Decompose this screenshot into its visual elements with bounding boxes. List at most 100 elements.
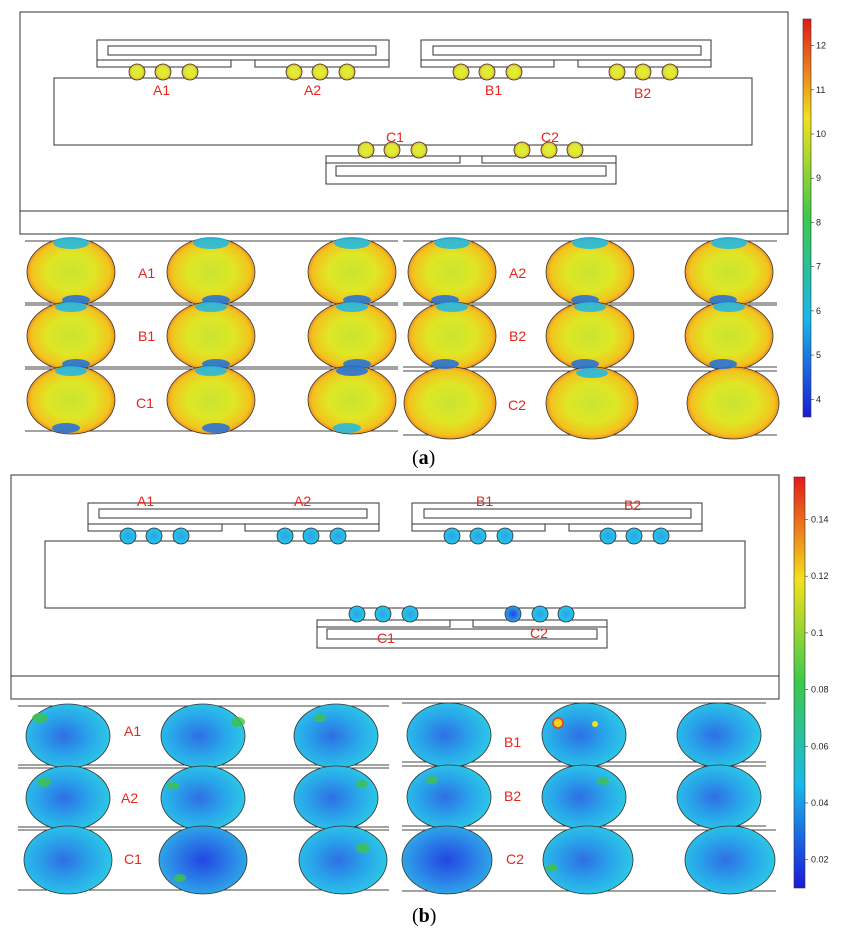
label-a2: A2 xyxy=(304,82,321,98)
joint-section xyxy=(23,825,113,895)
label-b2: B2 xyxy=(634,85,651,101)
bump xyxy=(145,527,163,545)
zoom-row-b-b1: B1 xyxy=(402,702,766,768)
bump xyxy=(172,527,190,545)
bump xyxy=(505,63,523,81)
zoom-rows-b: A1 A2 C1 xyxy=(18,702,776,895)
bump xyxy=(661,63,679,81)
zoom-row-b-c2: C2 xyxy=(401,825,776,895)
bump xyxy=(348,605,366,623)
joint-section xyxy=(542,825,634,895)
zoom-label-a2: A2 xyxy=(509,265,526,281)
joint-section xyxy=(403,366,497,440)
interposer xyxy=(53,77,753,146)
zoom-row-c1: C1 xyxy=(25,365,398,435)
joint-section xyxy=(541,764,627,830)
zoom-label-a1: A1 xyxy=(138,265,155,281)
joint-section xyxy=(541,702,627,768)
bump xyxy=(540,141,558,159)
caption-b: (b) xyxy=(412,905,436,927)
panel-a: A1 A2 B1 B2 C1 C2 A1 B1 xyxy=(19,11,826,469)
bump xyxy=(374,605,392,623)
label-a2-b: A2 xyxy=(294,493,311,509)
label-b1: B1 xyxy=(485,82,502,98)
zoom-row-b2: B2 xyxy=(403,301,777,371)
hotspot xyxy=(592,721,598,727)
cb-b-tick-label: 0.02 xyxy=(811,855,829,865)
label-a1-b: A1 xyxy=(137,493,154,509)
cb-b-tick-label: 0.06 xyxy=(811,741,829,751)
cb-b-tick-label: 0.08 xyxy=(811,685,829,695)
zoom-label-c2: C2 xyxy=(508,397,526,413)
joint-section xyxy=(293,703,379,769)
joint-section xyxy=(158,825,248,895)
bump xyxy=(338,63,356,81)
bump xyxy=(357,141,375,159)
bump xyxy=(443,527,461,545)
bump xyxy=(513,141,531,159)
bump xyxy=(311,63,329,81)
joint-section xyxy=(676,764,762,830)
cb-a-tick-label: 4 xyxy=(816,394,821,404)
colorbar-a: 12 11 10 9 8 7 6 5 4 xyxy=(802,18,826,418)
bump xyxy=(634,63,652,81)
joint-section xyxy=(684,825,776,895)
bump xyxy=(181,63,199,81)
panel-b: A1 A2 B1 B2 C1 C2 A1 A2 xyxy=(10,474,829,927)
bump xyxy=(383,141,401,159)
zoom-label-b-a1: A1 xyxy=(124,723,141,739)
zoom-row-b-a2: A2 xyxy=(18,765,389,831)
joint-section xyxy=(160,765,246,831)
bump xyxy=(119,527,137,545)
zoom-label-b-a2: A2 xyxy=(121,790,138,806)
bump xyxy=(128,63,146,81)
hotspot xyxy=(552,717,564,729)
label-b2-b: B2 xyxy=(624,497,641,513)
bump xyxy=(608,63,626,81)
cb-a-tick-label: 12 xyxy=(816,41,826,51)
zoom-row-b-a1: A1 xyxy=(18,703,389,769)
zoom-label-b-c1: C1 xyxy=(124,851,142,867)
zoom-row-b1: B1 xyxy=(25,301,398,371)
cb-a-tick-label: 8 xyxy=(816,217,821,227)
zoom-row-b-c1: C1 xyxy=(18,825,389,895)
bump xyxy=(469,527,487,545)
bump xyxy=(452,63,470,81)
bump xyxy=(329,527,347,545)
cb-b-tick-label: 0.14 xyxy=(811,515,829,525)
caption-a: (a) xyxy=(412,447,435,469)
zoom-label-b-c2: C2 xyxy=(506,851,524,867)
bumps-b xyxy=(119,527,670,623)
label-c2: C2 xyxy=(541,129,559,145)
zoom-label-b-b1: B1 xyxy=(504,734,521,750)
bump xyxy=(557,605,575,623)
cb-a-tick-label: 9 xyxy=(816,173,821,183)
cb-a-tick-label: 6 xyxy=(816,306,821,316)
bump xyxy=(285,63,303,81)
joint-section xyxy=(160,703,246,769)
label-c1: C1 xyxy=(386,129,404,145)
bump xyxy=(566,141,584,159)
joint-section xyxy=(686,366,780,440)
zoom-row-b-b2: B2 xyxy=(402,764,766,830)
cb-b-tick-label: 0.04 xyxy=(811,798,829,808)
zoom-label-b1: B1 xyxy=(138,328,155,344)
zoom-label-b2: B2 xyxy=(509,328,526,344)
colorbar-b: 0.14 0.12 0.1 0.08 0.06 0.04 0.02 xyxy=(793,476,829,889)
joint-section xyxy=(25,765,111,831)
bump xyxy=(410,141,428,159)
cb-a-tick-label: 5 xyxy=(816,350,821,360)
label-b1-b: B1 xyxy=(476,493,493,509)
joint-section xyxy=(298,825,388,895)
label-c2-b: C2 xyxy=(530,625,548,641)
cb-a-tick-label: 11 xyxy=(816,85,825,95)
label-c1-b: C1 xyxy=(377,630,395,646)
joint-section xyxy=(293,765,379,831)
bump xyxy=(276,527,294,545)
cb-a-tick-label: 7 xyxy=(816,262,821,272)
bump xyxy=(652,527,670,545)
joint-section xyxy=(406,764,492,830)
bumps-a xyxy=(128,63,679,159)
joint-section xyxy=(406,702,492,768)
